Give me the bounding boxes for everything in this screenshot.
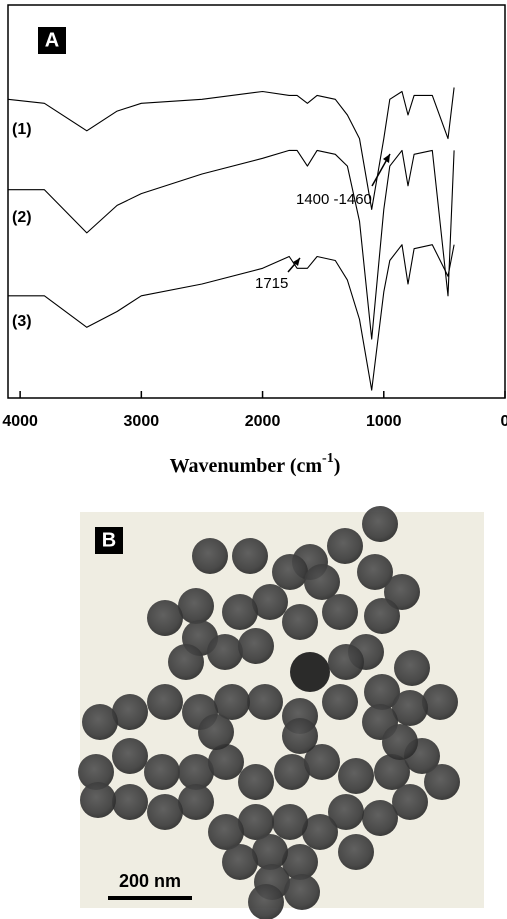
nanoparticle (207, 634, 243, 670)
nanoparticle (384, 574, 420, 610)
x-tick-label: 4000 (2, 413, 38, 430)
nanoparticle (304, 564, 340, 600)
nanoparticle (232, 538, 268, 574)
nanoparticle (328, 644, 364, 680)
x-tick-label: 1000 (366, 413, 402, 430)
nanoparticle (238, 804, 274, 840)
nanoparticle (178, 754, 214, 790)
panel-label: A (45, 29, 59, 51)
nanoparticle (392, 690, 428, 726)
nanoparticle (198, 714, 234, 750)
x-axis-label-text: Wavenumber (cm (170, 455, 323, 477)
nanoparticle (302, 814, 338, 850)
nanoparticle (374, 754, 410, 790)
spectrum-line (8, 244, 455, 391)
nanoparticle (362, 800, 398, 836)
nanoparticle (272, 554, 308, 590)
nanoparticle (112, 784, 148, 820)
x-axis-label-sup: -1 (322, 451, 334, 466)
panel-label: B (102, 529, 116, 551)
nanoparticle (322, 684, 358, 720)
nanoparticle (214, 684, 250, 720)
annotation: 1715 (255, 275, 288, 292)
nanoparticle (168, 644, 204, 680)
nanoparticle (362, 506, 398, 542)
spectrum-panel: A (1) (2) (3) 1400 -1460 1715 Wavenumber… (2, 4, 507, 477)
nanoparticle (304, 744, 340, 780)
nanoparticle (178, 588, 214, 624)
arrowhead (383, 154, 390, 163)
scale-bar-label: 200 nm (119, 871, 181, 891)
nanoparticle (290, 652, 330, 692)
nanoparticle (284, 874, 320, 910)
plot-frame (7, 4, 506, 399)
nanoparticle (282, 604, 318, 640)
series-label: (2) (12, 209, 32, 226)
nanoparticle (274, 754, 310, 790)
nanoparticle (144, 754, 180, 790)
tem-panel: B 200 nm (78, 506, 484, 919)
nanoparticle (222, 594, 258, 630)
nanoparticle (282, 844, 318, 880)
nanoparticle (238, 764, 274, 800)
nanoparticles (78, 506, 460, 919)
nanoparticle (112, 694, 148, 730)
nanoparticle (248, 884, 284, 919)
panel-label-box (95, 527, 123, 554)
annotation: 1400 -1460 (296, 191, 372, 208)
nanoparticle (78, 754, 114, 790)
nanoparticle (327, 528, 363, 564)
nanoparticle (322, 594, 358, 630)
arrowhead (293, 258, 300, 266)
nanoparticle (364, 598, 400, 634)
nanoparticle (147, 684, 183, 720)
nanoparticle (208, 814, 244, 850)
nanoparticle (247, 684, 283, 720)
nanoparticle (252, 584, 288, 620)
spectrum-line (7, 87, 455, 210)
nanoparticle (147, 600, 183, 636)
nanoparticle (272, 804, 308, 840)
nanoparticle (80, 782, 116, 818)
x-axis-label-end: ) (334, 455, 341, 477)
nanoparticle (208, 744, 244, 780)
nanoparticle (357, 554, 393, 590)
x-axis-label: Wavenumber (cm-1) (170, 451, 341, 476)
nanoparticle (392, 784, 428, 820)
nanoparticle (82, 704, 118, 740)
spectrum-line (8, 149, 455, 340)
nanoparticle (238, 628, 274, 664)
nanoparticle (382, 724, 418, 760)
x-tick-label: 2000 (245, 413, 281, 430)
nanoparticle (424, 764, 460, 800)
series-label: (3) (12, 313, 32, 330)
scale-bar (108, 896, 192, 900)
nanoparticle (422, 684, 458, 720)
nanoparticle (222, 844, 258, 880)
nanoparticle (282, 718, 318, 754)
nanoparticle (147, 794, 183, 830)
panel-label-box (38, 27, 66, 54)
x-tick-label: 3000 (124, 413, 160, 430)
nanoparticle (364, 674, 400, 710)
nanoparticle (252, 834, 288, 870)
nanoparticle (112, 738, 148, 774)
nanoparticle (338, 758, 374, 794)
series-label: (1) (12, 121, 32, 138)
nanoparticle (338, 834, 374, 870)
x-tick-label: 0 (501, 413, 507, 430)
nanoparticle (394, 650, 430, 686)
nanoparticle (328, 794, 364, 830)
nanoparticle (192, 538, 228, 574)
nanoparticle (178, 784, 214, 820)
